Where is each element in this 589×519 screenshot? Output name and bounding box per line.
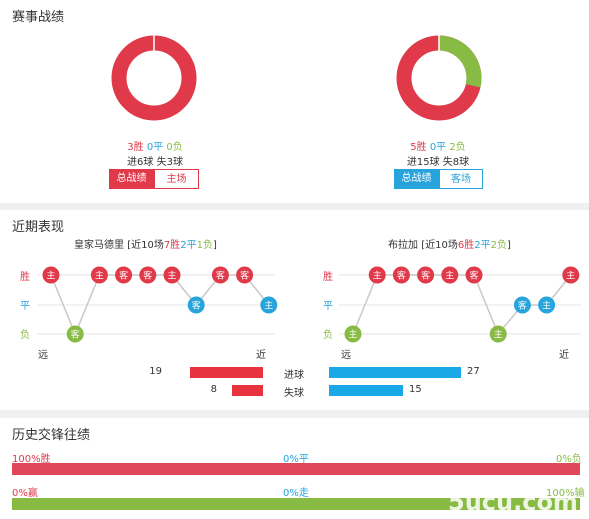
left-goals-for-bar bbox=[190, 367, 263, 378]
venue-label: 主 bbox=[95, 270, 104, 282]
section-title: 赛事战绩 bbox=[12, 10, 65, 25]
left-team-name: 皇家马德里 bbox=[74, 240, 124, 251]
left-goals-for-value: 19 bbox=[149, 366, 162, 377]
venue-label: 主 bbox=[566, 270, 575, 282]
form-point: 主 bbox=[368, 266, 386, 284]
venue-label: 主 bbox=[373, 270, 382, 282]
form-point: 客 bbox=[513, 296, 531, 314]
venue-label: 客 bbox=[469, 270, 478, 282]
form-point: 客 bbox=[465, 266, 483, 284]
venue-label: 客 bbox=[421, 270, 430, 282]
form-point: 主 bbox=[489, 325, 507, 343]
form-point: 客 bbox=[115, 266, 133, 284]
season-record-panel: 赛事战绩 3胜 0平 0负 进6球 失3球 总战绩 主场 5胜 0平 2负 进1… bbox=[0, 0, 589, 203]
form-point: 主 bbox=[42, 266, 60, 284]
form-point: 主 bbox=[90, 266, 108, 284]
left-goals-against-value: 8 bbox=[210, 384, 217, 395]
right-lose-count: 2负 bbox=[449, 142, 466, 153]
near-label: 近 bbox=[256, 350, 266, 361]
form-point: 客 bbox=[236, 266, 254, 284]
venue-label: 客 bbox=[216, 270, 225, 282]
venue-label: 主 bbox=[348, 329, 357, 341]
h2h-win-pct: 100%胜 bbox=[12, 454, 51, 465]
form-point: 客 bbox=[417, 266, 435, 284]
right-form-chart: 主主客客主客主客 主主 bbox=[339, 266, 581, 343]
axis-lose-label: 负 bbox=[20, 330, 30, 341]
h2h-result-bar bbox=[12, 463, 580, 475]
goals-for-label: 进球 bbox=[284, 370, 304, 381]
h2h-draw-pct: 0%平 bbox=[283, 454, 309, 465]
form-line bbox=[352, 274, 572, 336]
form-point: 主 bbox=[344, 325, 362, 343]
venue-label: 客 bbox=[192, 300, 201, 312]
right-goals-summary: 进15球 失8球 bbox=[406, 157, 470, 168]
right-goals-for-value: 27 bbox=[467, 366, 480, 377]
h2h-lose-pct: 0%负 bbox=[556, 454, 582, 465]
left-win-count: 3胜 bbox=[127, 142, 144, 153]
section-title: 历史交锋往绩 bbox=[12, 428, 91, 443]
left-goals-against-bar bbox=[232, 385, 263, 396]
watermark-logo: 5ucu.com bbox=[448, 488, 578, 516]
right-goals-against-value: 15 bbox=[409, 384, 422, 395]
section-title: 近期表现 bbox=[12, 220, 65, 235]
recent-form-panel: 近期表现 皇家马德里 [近10场7胜2平1负] 布拉加 [近10场6胜2平2负]… bbox=[0, 210, 589, 410]
right-win-count: 5胜 bbox=[410, 142, 427, 153]
axis-win-label: 胜 bbox=[323, 272, 333, 283]
form-point: 客 bbox=[392, 266, 410, 284]
right-record-donut bbox=[396, 35, 482, 121]
form-line bbox=[50, 274, 270, 336]
right-away-tab[interactable]: 客场 bbox=[439, 169, 483, 189]
right-team-name: 布拉加 bbox=[388, 240, 418, 251]
goals-against-label: 失球 bbox=[284, 388, 304, 399]
venue-label: 主 bbox=[445, 270, 454, 282]
left-form-chart: 主客主客客主客客 客主 bbox=[37, 266, 278, 343]
h2h-handicap-lose-pct: 100%输 bbox=[546, 488, 585, 499]
form-point: 客 bbox=[66, 325, 84, 343]
far-label: 远 bbox=[38, 350, 48, 361]
axis-win-label: 胜 bbox=[20, 272, 30, 283]
h2h-handicap-win-pct: 0%赢 bbox=[12, 488, 38, 499]
left-goals-summary: 进6球 失3球 bbox=[127, 157, 183, 168]
venue-label: 客 bbox=[240, 270, 249, 282]
right-team-summary: 布拉加 [近10场6胜2平2负] bbox=[388, 240, 511, 251]
h2h-handicap-push-pct: 0%走 bbox=[283, 488, 309, 499]
right-goals-against-bar bbox=[329, 385, 403, 396]
form-point: 主 bbox=[562, 266, 580, 284]
venue-label: 主 bbox=[46, 270, 55, 282]
h2h-handicap-bar bbox=[12, 498, 580, 510]
left-lose-count: 0负 bbox=[166, 142, 183, 153]
form-point: 客 bbox=[139, 266, 157, 284]
left-record-donut bbox=[111, 35, 197, 121]
axis-draw-label: 平 bbox=[20, 301, 30, 312]
form-point: 客 bbox=[187, 296, 205, 314]
left-home-tab[interactable]: 主场 bbox=[154, 169, 199, 189]
venue-label: 客 bbox=[397, 270, 406, 282]
venue-label: 客 bbox=[119, 270, 128, 282]
right-draw-count: 0平 bbox=[429, 142, 447, 153]
form-point: 主 bbox=[260, 296, 278, 314]
form-point: 主 bbox=[163, 266, 181, 284]
form-point: 主 bbox=[441, 266, 459, 284]
right-total-record-tab[interactable]: 总战绩 bbox=[394, 169, 439, 189]
head-to-head-panel: 历史交锋往绩 100%胜 0%平 0%负 0%赢 0%走 100%输 5ucu.… bbox=[0, 418, 589, 519]
venue-label: 主 bbox=[542, 300, 551, 312]
far-label: 远 bbox=[341, 350, 351, 361]
left-total-record-tab[interactable]: 总战绩 bbox=[109, 169, 154, 189]
venue-label: 客 bbox=[143, 270, 152, 282]
left-team-summary: 皇家马德里 [近10场7胜2平1负] bbox=[74, 240, 217, 251]
venue-label: 主 bbox=[167, 270, 176, 282]
form-point: 主 bbox=[538, 296, 556, 314]
venue-label: 主 bbox=[494, 329, 503, 341]
form-point: 客 bbox=[211, 266, 229, 284]
axis-lose-label: 负 bbox=[323, 330, 333, 341]
venue-label: 客 bbox=[71, 329, 80, 341]
axis-draw-label: 平 bbox=[323, 301, 333, 312]
right-goals-for-bar bbox=[329, 367, 461, 378]
near-label: 近 bbox=[559, 350, 569, 361]
left-draw-count: 0平 bbox=[146, 142, 164, 153]
venue-label: 客 bbox=[518, 300, 527, 312]
venue-label: 主 bbox=[264, 300, 273, 312]
